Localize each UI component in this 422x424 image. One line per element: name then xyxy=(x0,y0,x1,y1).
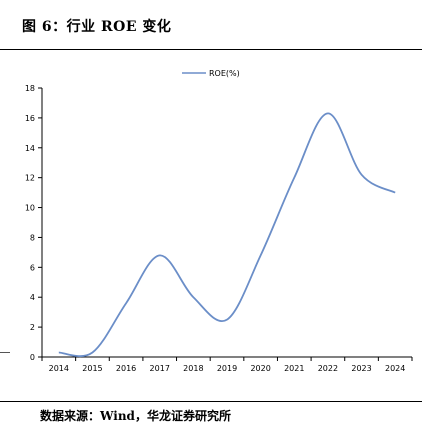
data-point xyxy=(225,318,228,321)
data-point xyxy=(57,351,60,354)
x-tick-label: 2020 xyxy=(250,364,270,373)
series-roe xyxy=(57,112,397,358)
y-tick-label: 4 xyxy=(30,293,35,302)
data-point xyxy=(259,254,262,257)
y-tick-label: 6 xyxy=(30,263,35,272)
x-tick-label: 2023 xyxy=(351,364,371,373)
x-tick-label: 2016 xyxy=(116,364,136,373)
chart-legend: ROE(%) xyxy=(182,69,240,78)
bottom-rule xyxy=(0,401,422,402)
top-rule xyxy=(0,49,422,50)
series-line-roe xyxy=(58,112,396,358)
y-tick-label: 18 xyxy=(25,84,35,93)
x-tick-label: 2019 xyxy=(217,364,237,373)
x-axis: 2014 2015 2016 2017 2018 2019 2020 2021 2022 2023… xyxy=(41,356,413,373)
x-tick-label: 2022 xyxy=(318,364,338,373)
legend-label-roe: ROE(%) xyxy=(209,69,240,78)
y-tick-label: 8 xyxy=(30,233,35,242)
data-point xyxy=(124,302,127,305)
data-point xyxy=(293,176,296,179)
data-point xyxy=(326,112,329,115)
y-tick-label: 12 xyxy=(25,174,35,183)
y-axis: 0 2 4 6 8 10 12 14 16 18 xyxy=(25,84,43,362)
x-tick-label: 2024 xyxy=(385,364,405,373)
data-point xyxy=(91,351,94,354)
x-tick-label: 2017 xyxy=(150,364,170,373)
data-point xyxy=(158,254,161,257)
x-tick-label: 2018 xyxy=(183,364,203,373)
x-tick-label: 2014 xyxy=(49,364,69,373)
y-tick-label: 0 xyxy=(30,353,35,362)
x-tick-label: 2015 xyxy=(82,364,102,373)
y-tick-label: 14 xyxy=(25,144,35,153)
data-point xyxy=(192,296,195,299)
source-note: 数据来源：Wind，华龙证券研究所 xyxy=(40,409,231,423)
side-tick-mark xyxy=(0,352,10,353)
figure-title: 图 6：行业 ROE 变化 xyxy=(22,19,172,35)
y-tick-label: 16 xyxy=(25,114,35,123)
data-point xyxy=(360,173,363,176)
y-tick-label: 2 xyxy=(30,323,35,332)
y-tick-label: 10 xyxy=(25,204,35,213)
data-point xyxy=(394,191,397,194)
x-tick-label: 2021 xyxy=(284,364,304,373)
